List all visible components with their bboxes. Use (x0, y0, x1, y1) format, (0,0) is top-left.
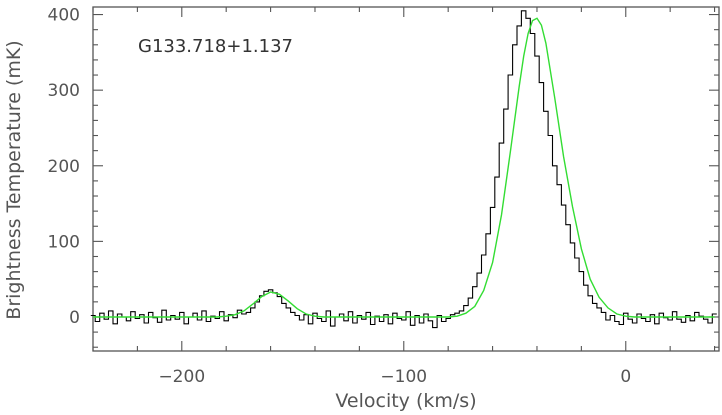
y-tick-label: 0 (69, 308, 80, 328)
x-tick-label: −200 (158, 367, 205, 387)
y-axis-title: Brightness Temperature (mK) (3, 40, 25, 319)
y-tick-label: 300 (48, 81, 80, 101)
x-tick-label: 0 (620, 367, 631, 387)
x-axis-title: Velocity (km/s) (335, 390, 476, 412)
plot-frame (92, 6, 720, 352)
x-tick-labels: −200 −100 0 (158, 367, 631, 387)
y-tick-labels: 0 100 200 300 400 (48, 6, 80, 328)
data-series (90, 10, 717, 329)
axis-ticks (92, 7, 719, 351)
observed-spectrum-line (90, 10, 717, 329)
x-tick-label: −100 (380, 367, 427, 387)
model-fit-line (93, 17, 715, 318)
y-tick-label: 400 (48, 6, 80, 26)
y-tick-label: 100 (48, 232, 80, 252)
y-tick-label: 200 (48, 157, 80, 177)
source-annotation: G133.718+1.137 (138, 36, 293, 57)
